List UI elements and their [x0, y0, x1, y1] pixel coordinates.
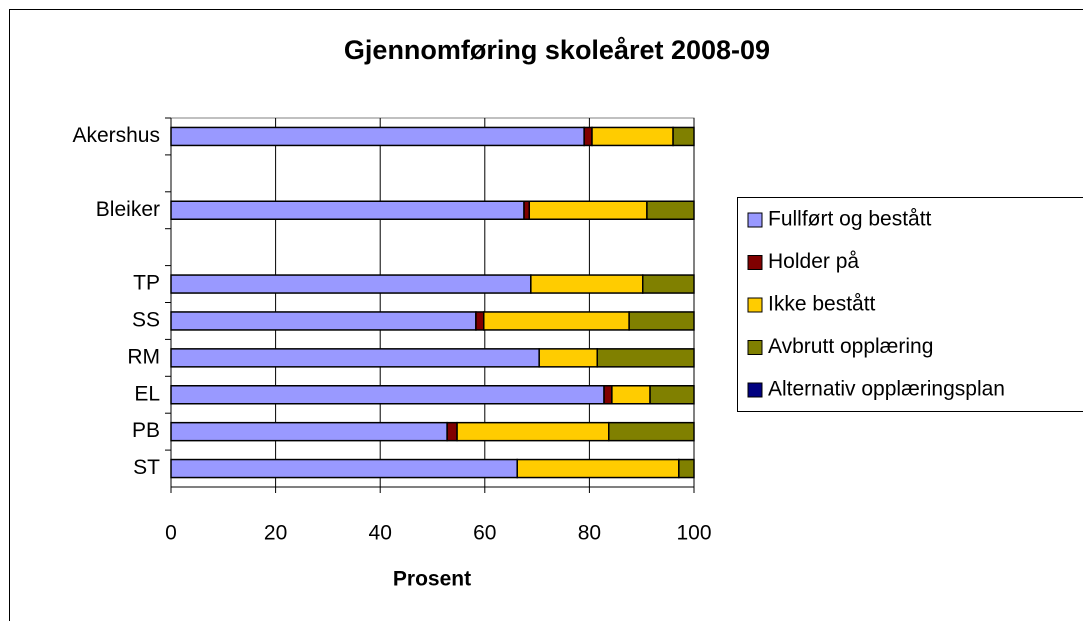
x-tick-label: 80 [578, 522, 601, 545]
x-tick-label: 20 [264, 522, 287, 545]
y-tick-label: ST [133, 456, 160, 479]
legend-swatch [747, 382, 763, 398]
bar-segment [591, 126, 674, 147]
legend-swatch [747, 255, 763, 270]
bar-segment [523, 200, 531, 220]
x-axis-label: Prosent [393, 568, 471, 591]
bar-segment [603, 385, 613, 405]
bar-segment [170, 348, 540, 368]
bar-segment [483, 311, 630, 331]
bar-segment [528, 200, 648, 220]
bar-segment [538, 348, 598, 368]
legend-label: Fullført og bestått [768, 208, 932, 231]
bar-segment [608, 421, 695, 442]
y-tick-label: PB [132, 419, 160, 442]
legend-label: Avbrutt opplæring [768, 335, 933, 358]
x-tick-label: 60 [473, 522, 496, 545]
bar-segment [611, 385, 651, 405]
legend-label: Alternativ opplæringsplan [768, 378, 1005, 401]
bar-segment [583, 126, 593, 147]
y-tick-label: Akershus [72, 124, 160, 147]
bar-segment [678, 458, 695, 479]
bar-segment [596, 348, 695, 368]
bar-segment [672, 126, 695, 147]
legend-label: Holder på [768, 250, 859, 273]
bar-segment [628, 311, 695, 331]
legend [737, 197, 1083, 412]
bar-segment [170, 200, 525, 220]
bar-segment [649, 385, 695, 405]
bar-segment [516, 458, 680, 479]
x-tick-label: 40 [369, 522, 392, 545]
legend-swatch [747, 297, 763, 313]
y-tick-label: Bleiker [96, 198, 160, 221]
bar-segment [456, 421, 610, 442]
legend-swatch [747, 212, 763, 228]
x-tick-label: 0 [165, 522, 177, 545]
bar-segment [170, 274, 532, 294]
bar-segment [170, 458, 518, 479]
bar-segment [646, 200, 695, 220]
y-tick-label: SS [132, 308, 160, 331]
legend-label: Ikke bestått [768, 293, 876, 316]
bar-segment [170, 311, 477, 331]
legend-swatch [747, 340, 763, 355]
y-tick-label: TP [133, 272, 160, 295]
bar-segment [170, 385, 605, 405]
bar-segment [530, 274, 644, 294]
chart-title: Gjennomføring skoleåret 2008-09 [344, 35, 770, 65]
bar-segment [170, 126, 585, 147]
y-tick-label: RM [127, 345, 160, 368]
bar-segment [641, 274, 695, 294]
y-tick-label: EL [134, 382, 160, 405]
bar-segment [475, 311, 485, 331]
x-tick-label: 100 [676, 522, 711, 545]
bar-segment [170, 421, 448, 442]
bar-segment [446, 421, 458, 442]
